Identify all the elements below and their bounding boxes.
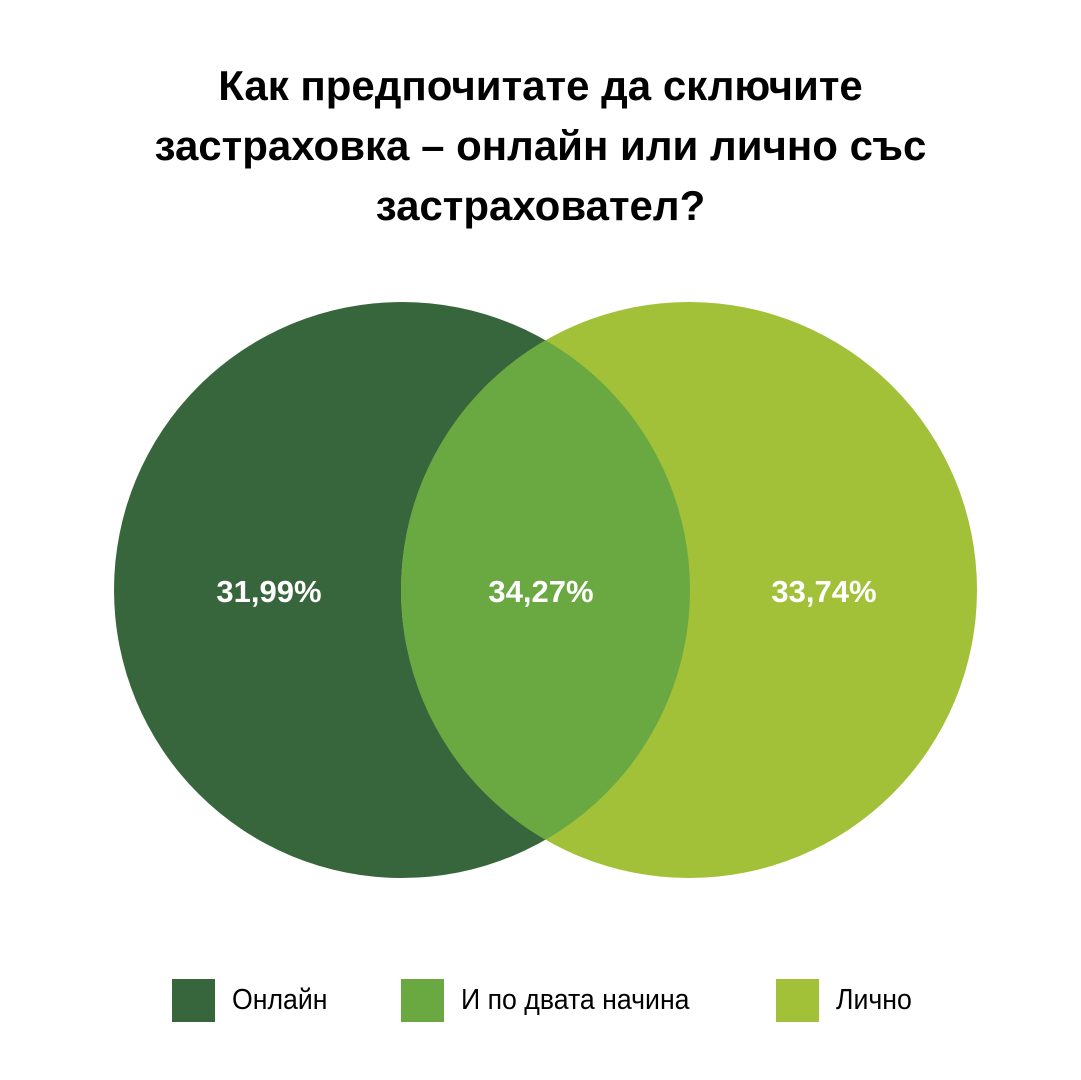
chart-title-line-2: застраховка – онлайн или лично със (154, 122, 927, 169)
chart-title-line-1: Как предпочитате да сключите (218, 62, 863, 109)
in-person-value-label: 33,74% (771, 574, 876, 609)
chart-title: Как предпочитате да сключите застраховка… (60, 56, 1021, 236)
legend-label-in-person: Лично (836, 983, 912, 1016)
online-value-label: 31,99% (216, 574, 321, 609)
legend-swatch-in-person (776, 978, 819, 1022)
legend-swatch-both (401, 978, 444, 1022)
legend-swatch-online (172, 978, 215, 1022)
legend-item-online: Онлайн (172, 978, 336, 1022)
chart-title-line-3: застраховател? (375, 182, 706, 229)
legend-label-both: И по двата начина (461, 983, 690, 1016)
overlap-region (401, 302, 690, 878)
legend-label-online: Онлайн (232, 983, 328, 1016)
legend-item-both: И по двата начина (401, 978, 709, 1022)
legend: Онлайн И по двата начина Лично (0, 978, 1081, 1022)
both-value-label: 34,27% (488, 574, 593, 609)
legend-item-in-person: Лично (776, 978, 918, 1022)
